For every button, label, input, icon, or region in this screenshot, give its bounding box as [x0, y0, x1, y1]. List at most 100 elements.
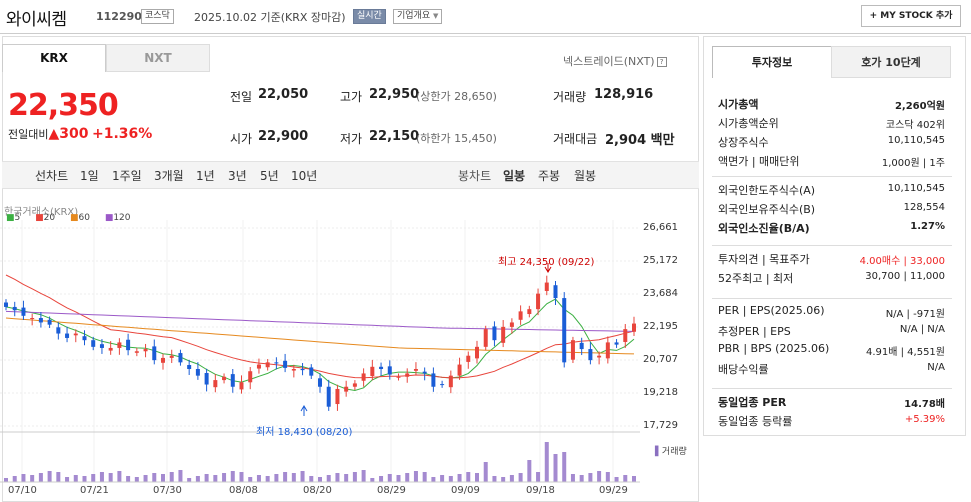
stock-name: 와이씨켐 — [6, 10, 67, 30]
candle-body — [597, 355, 602, 358]
ma20-legend: ■20 — [35, 213, 56, 223]
y-tick-label: 23,684 — [643, 288, 678, 299]
volume-bar — [570, 474, 575, 482]
period-1d[interactable]: 1일 — [80, 169, 99, 183]
candle-body — [117, 342, 122, 348]
candle-body — [213, 380, 218, 388]
volume-bar — [335, 473, 340, 482]
candle-body — [169, 355, 174, 358]
volume-bar — [99, 472, 104, 482]
candle-body — [501, 326, 506, 343]
tab-krx[interactable]: KRX — [2, 44, 106, 72]
volume-bar — [475, 473, 479, 482]
candle-body — [509, 322, 514, 327]
volume-bar — [326, 475, 331, 482]
period-10y[interactable]: 10년 — [291, 169, 318, 183]
company-overview-dropdown[interactable]: 기업개요 ▼ — [393, 9, 443, 24]
amount-value: 2,904 백만 — [605, 129, 675, 148]
candle-body — [352, 383, 357, 387]
period-5y[interactable]: 5년 — [260, 169, 279, 183]
volume-bar — [117, 471, 122, 482]
invest-row-value: N/A | -971원 — [885, 309, 945, 320]
candle-body — [73, 333, 78, 336]
realtime-badge[interactable]: 실시간 — [353, 9, 386, 24]
volume-bar — [309, 476, 314, 482]
volume-bar — [291, 473, 296, 482]
volume-bar — [283, 472, 288, 482]
stock-code: 112290 — [96, 10, 142, 23]
candle-body — [143, 349, 148, 352]
tab-nxt[interactable]: NXT — [106, 44, 210, 72]
volume-bar — [501, 477, 506, 482]
my-stock-add-button[interactable]: + MY STOCK 추가 — [861, 5, 961, 27]
period-1w[interactable]: 1주일 — [112, 169, 142, 183]
candle-body — [30, 318, 35, 320]
invest-row-value: 코스닥 402위 — [885, 120, 945, 131]
candle-body — [47, 319, 52, 325]
volume-bar — [256, 475, 261, 482]
period-3y[interactable]: 3년 — [228, 169, 247, 183]
candle-body — [335, 388, 340, 405]
y-tick-label: 26,661 — [643, 222, 678, 233]
invest-row-label: 시가총액 — [718, 98, 759, 111]
help-icon[interactable]: ? — [656, 57, 667, 67]
x-tick-label: 07/30 — [153, 485, 182, 496]
candle-body — [457, 364, 462, 376]
candle-body — [300, 369, 305, 371]
candle-body — [344, 386, 349, 392]
market-badge: 코스닥 — [141, 9, 174, 24]
nxt-link[interactable]: 넥스트레이드(NXT)? — [563, 53, 667, 69]
prev-value: 22,050 — [258, 87, 309, 102]
x-tick-label: 09/09 — [451, 485, 480, 496]
divider — [712, 298, 952, 299]
invest-row-label: 외국인한도주식수(A) — [718, 184, 816, 197]
y-tick-label: 19,218 — [643, 387, 678, 398]
invest-row-value: 4.00매수 | 33,000 — [859, 256, 945, 267]
volume-bar — [300, 471, 305, 482]
candle-body — [222, 376, 227, 381]
base-date: 2025.10.02 기준(KRX 장마감) — [194, 11, 346, 24]
invest-row-value: 10,110,545 — [887, 135, 945, 146]
min-arrow-icon — [300, 405, 308, 416]
candle-body — [4, 302, 8, 307]
price-chart[interactable] — [0, 220, 700, 502]
open-value: 22,900 — [258, 129, 309, 144]
candle-body — [396, 376, 401, 378]
x-tick-label: 07/21 — [80, 485, 109, 496]
ma60-legend: ■60 — [69, 213, 90, 223]
period-1y[interactable]: 1년 — [196, 169, 215, 183]
tab-invest-info[interactable]: 투자정보 — [712, 46, 832, 78]
monthly-candle[interactable]: 월봉 — [574, 169, 597, 183]
volume-bar — [274, 474, 279, 482]
x-tick-label: 07/10 — [8, 485, 37, 496]
volume-bar — [222, 473, 227, 482]
candle-body — [283, 360, 288, 368]
volume-bar — [248, 477, 253, 482]
volume-bar — [265, 476, 270, 482]
volume-value: 128,916 — [594, 87, 654, 102]
weekly-candle[interactable]: 주봉 — [538, 169, 561, 183]
volume-bar — [466, 472, 471, 482]
volume-bar — [562, 452, 567, 482]
candle-body — [483, 329, 488, 347]
candle-body — [161, 357, 165, 363]
candle-body — [466, 355, 471, 362]
invest-row-value: 30,700 | 11,000 — [865, 271, 945, 282]
upper-limit: (상한가 28,650) — [416, 90, 497, 103]
candle-body — [326, 386, 331, 407]
lower-limit: (하한가 15,450) — [416, 132, 497, 145]
y-tick-label: 25,172 — [643, 255, 678, 266]
amount-unit: 백만 — [650, 133, 675, 148]
daily-candle[interactable]: 일봉 — [503, 169, 526, 183]
period-3m[interactable]: 3개월 — [154, 169, 184, 183]
candle-body — [605, 342, 610, 359]
divider — [712, 245, 952, 246]
x-tick-label: 08/29 — [377, 485, 406, 496]
ma-legend: ■5 ■20 ■60 ■120 — [6, 213, 143, 223]
invest-row-label: 추정PER | EPS — [718, 325, 791, 338]
line-chart-label: 선차트 — [35, 169, 69, 183]
candle-body — [56, 327, 61, 334]
candle-body — [623, 329, 628, 342]
volume-bar — [536, 472, 541, 482]
tab-orderbook[interactable]: 호가 10단계 — [831, 46, 951, 78]
